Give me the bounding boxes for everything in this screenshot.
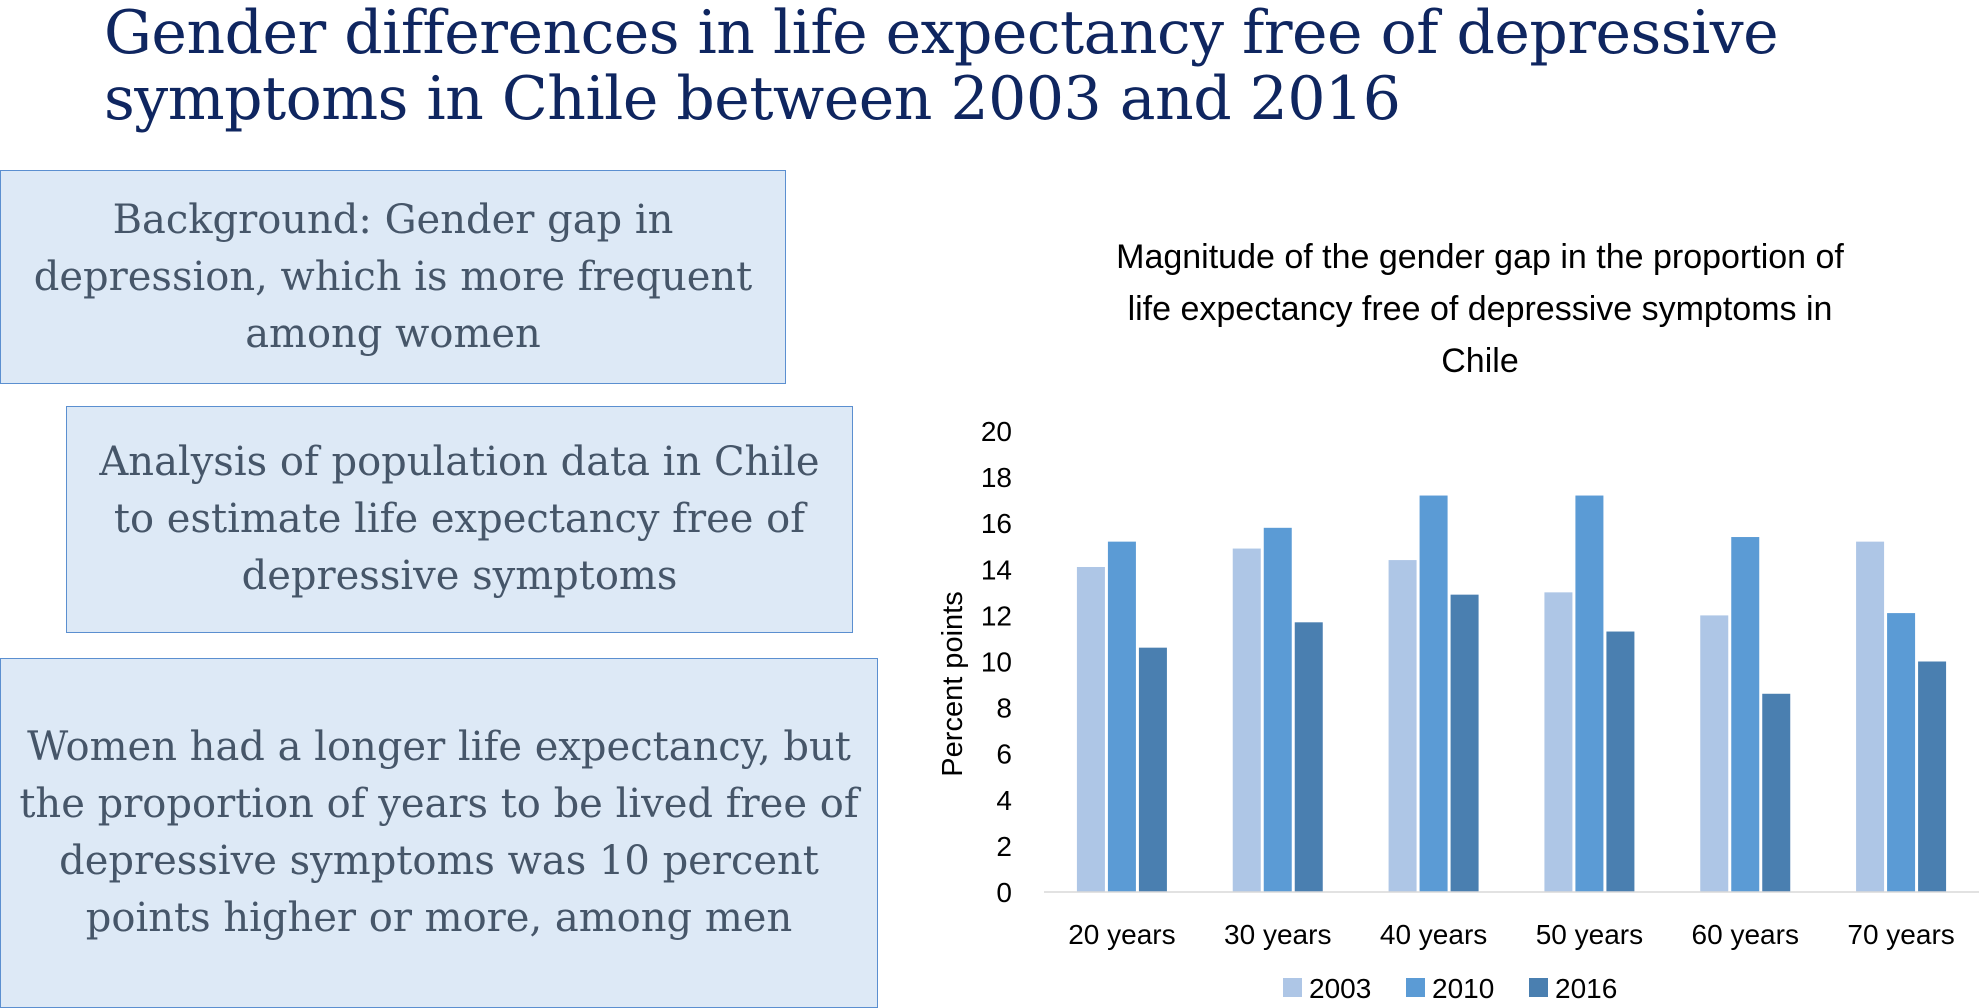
y-axis-label: Percent points [937, 591, 969, 776]
bars [1076, 495, 1947, 892]
bar-2016-40-years [1450, 594, 1479, 892]
bar-2003-30-years [1232, 548, 1261, 892]
x-tick-label: 70 years [1847, 919, 1954, 950]
bar-2003-40-years [1388, 560, 1417, 892]
y-tick-label: 12 [981, 600, 1012, 631]
legend-swatch-2016 [1529, 978, 1548, 997]
y-tick-label: 0 [996, 877, 1012, 908]
y-axis-ticks: 0 2 4 6 8 10 12 14 16 18 20 [981, 416, 1012, 908]
legend-label-2010: 2010 [1432, 973, 1494, 1004]
y-tick-label: 10 [981, 647, 1012, 678]
bar-2016-30-years [1294, 622, 1323, 892]
x-tick-label: 30 years [1224, 919, 1331, 950]
chart-title-line-1: Magnitude of the gender gap in the propo… [1116, 238, 1844, 276]
x-tick-label: 40 years [1380, 919, 1487, 950]
legend-label-2003: 2003 [1309, 973, 1371, 1004]
bar-2010-20-years [1107, 541, 1136, 892]
y-tick-label: 20 [981, 416, 1012, 447]
x-tick-label: 60 years [1692, 919, 1799, 950]
analysis-box: Analysis of population data in Chile to … [66, 406, 853, 633]
analysis-text: Analysis of population data in Chile to … [99, 439, 820, 599]
legend-swatch-2003 [1283, 978, 1302, 997]
bar-2010-60-years [1731, 537, 1760, 892]
bar-2003-60-years [1700, 615, 1729, 892]
y-tick-label: 8 [996, 693, 1012, 724]
bar-2010-70-years [1887, 613, 1916, 892]
bar-2016-60-years [1762, 693, 1791, 892]
y-tick-label: 6 [996, 739, 1012, 770]
y-tick-label: 16 [981, 508, 1012, 539]
x-tick-label: 50 years [1536, 919, 1643, 950]
y-tick-label: 14 [981, 554, 1012, 585]
background-box: Background: Gender gap in depression, wh… [0, 170, 786, 384]
legend: 2003 2010 2016 [1283, 973, 1617, 1004]
bar-2010-50-years [1575, 495, 1604, 892]
bar-2010-30-years [1263, 527, 1292, 892]
x-axis-ticks: 20 years 30 years 40 years 50 years 60 years… [1068, 919, 1955, 950]
y-tick-label: 4 [996, 785, 1012, 816]
legend-label-2016: 2016 [1555, 973, 1617, 1004]
finding-box: Women had a longer life expectancy, but … [0, 658, 878, 1008]
gender-gap-bar-chart: Magnitude of the gender gap in the propo… [937, 238, 1979, 1004]
bar-2003-20-years [1076, 566, 1105, 892]
bar-2016-50-years [1606, 631, 1635, 892]
chart-title-line-3: Chile [1441, 342, 1518, 380]
finding-text: Women had a longer life expectancy, but … [19, 724, 859, 941]
background-text: Background: Gender gap in depression, wh… [33, 196, 753, 357]
y-tick-label: 2 [996, 831, 1012, 862]
bar-2003-70-years [1856, 541, 1885, 892]
x-tick-label: 20 years [1068, 919, 1175, 950]
chart-title-line-2: life expectancy free of depressive sympt… [1128, 290, 1833, 328]
y-tick-label: 18 [981, 462, 1012, 493]
bar-2010-40-years [1419, 495, 1448, 892]
bar-2003-50-years [1544, 592, 1573, 892]
bar-2016-70-years [1918, 661, 1947, 892]
bar-2016-20-years [1138, 647, 1167, 892]
page-title: Gender differences in life expectancy fr… [104, 0, 1779, 134]
legend-swatch-2010 [1406, 978, 1425, 997]
